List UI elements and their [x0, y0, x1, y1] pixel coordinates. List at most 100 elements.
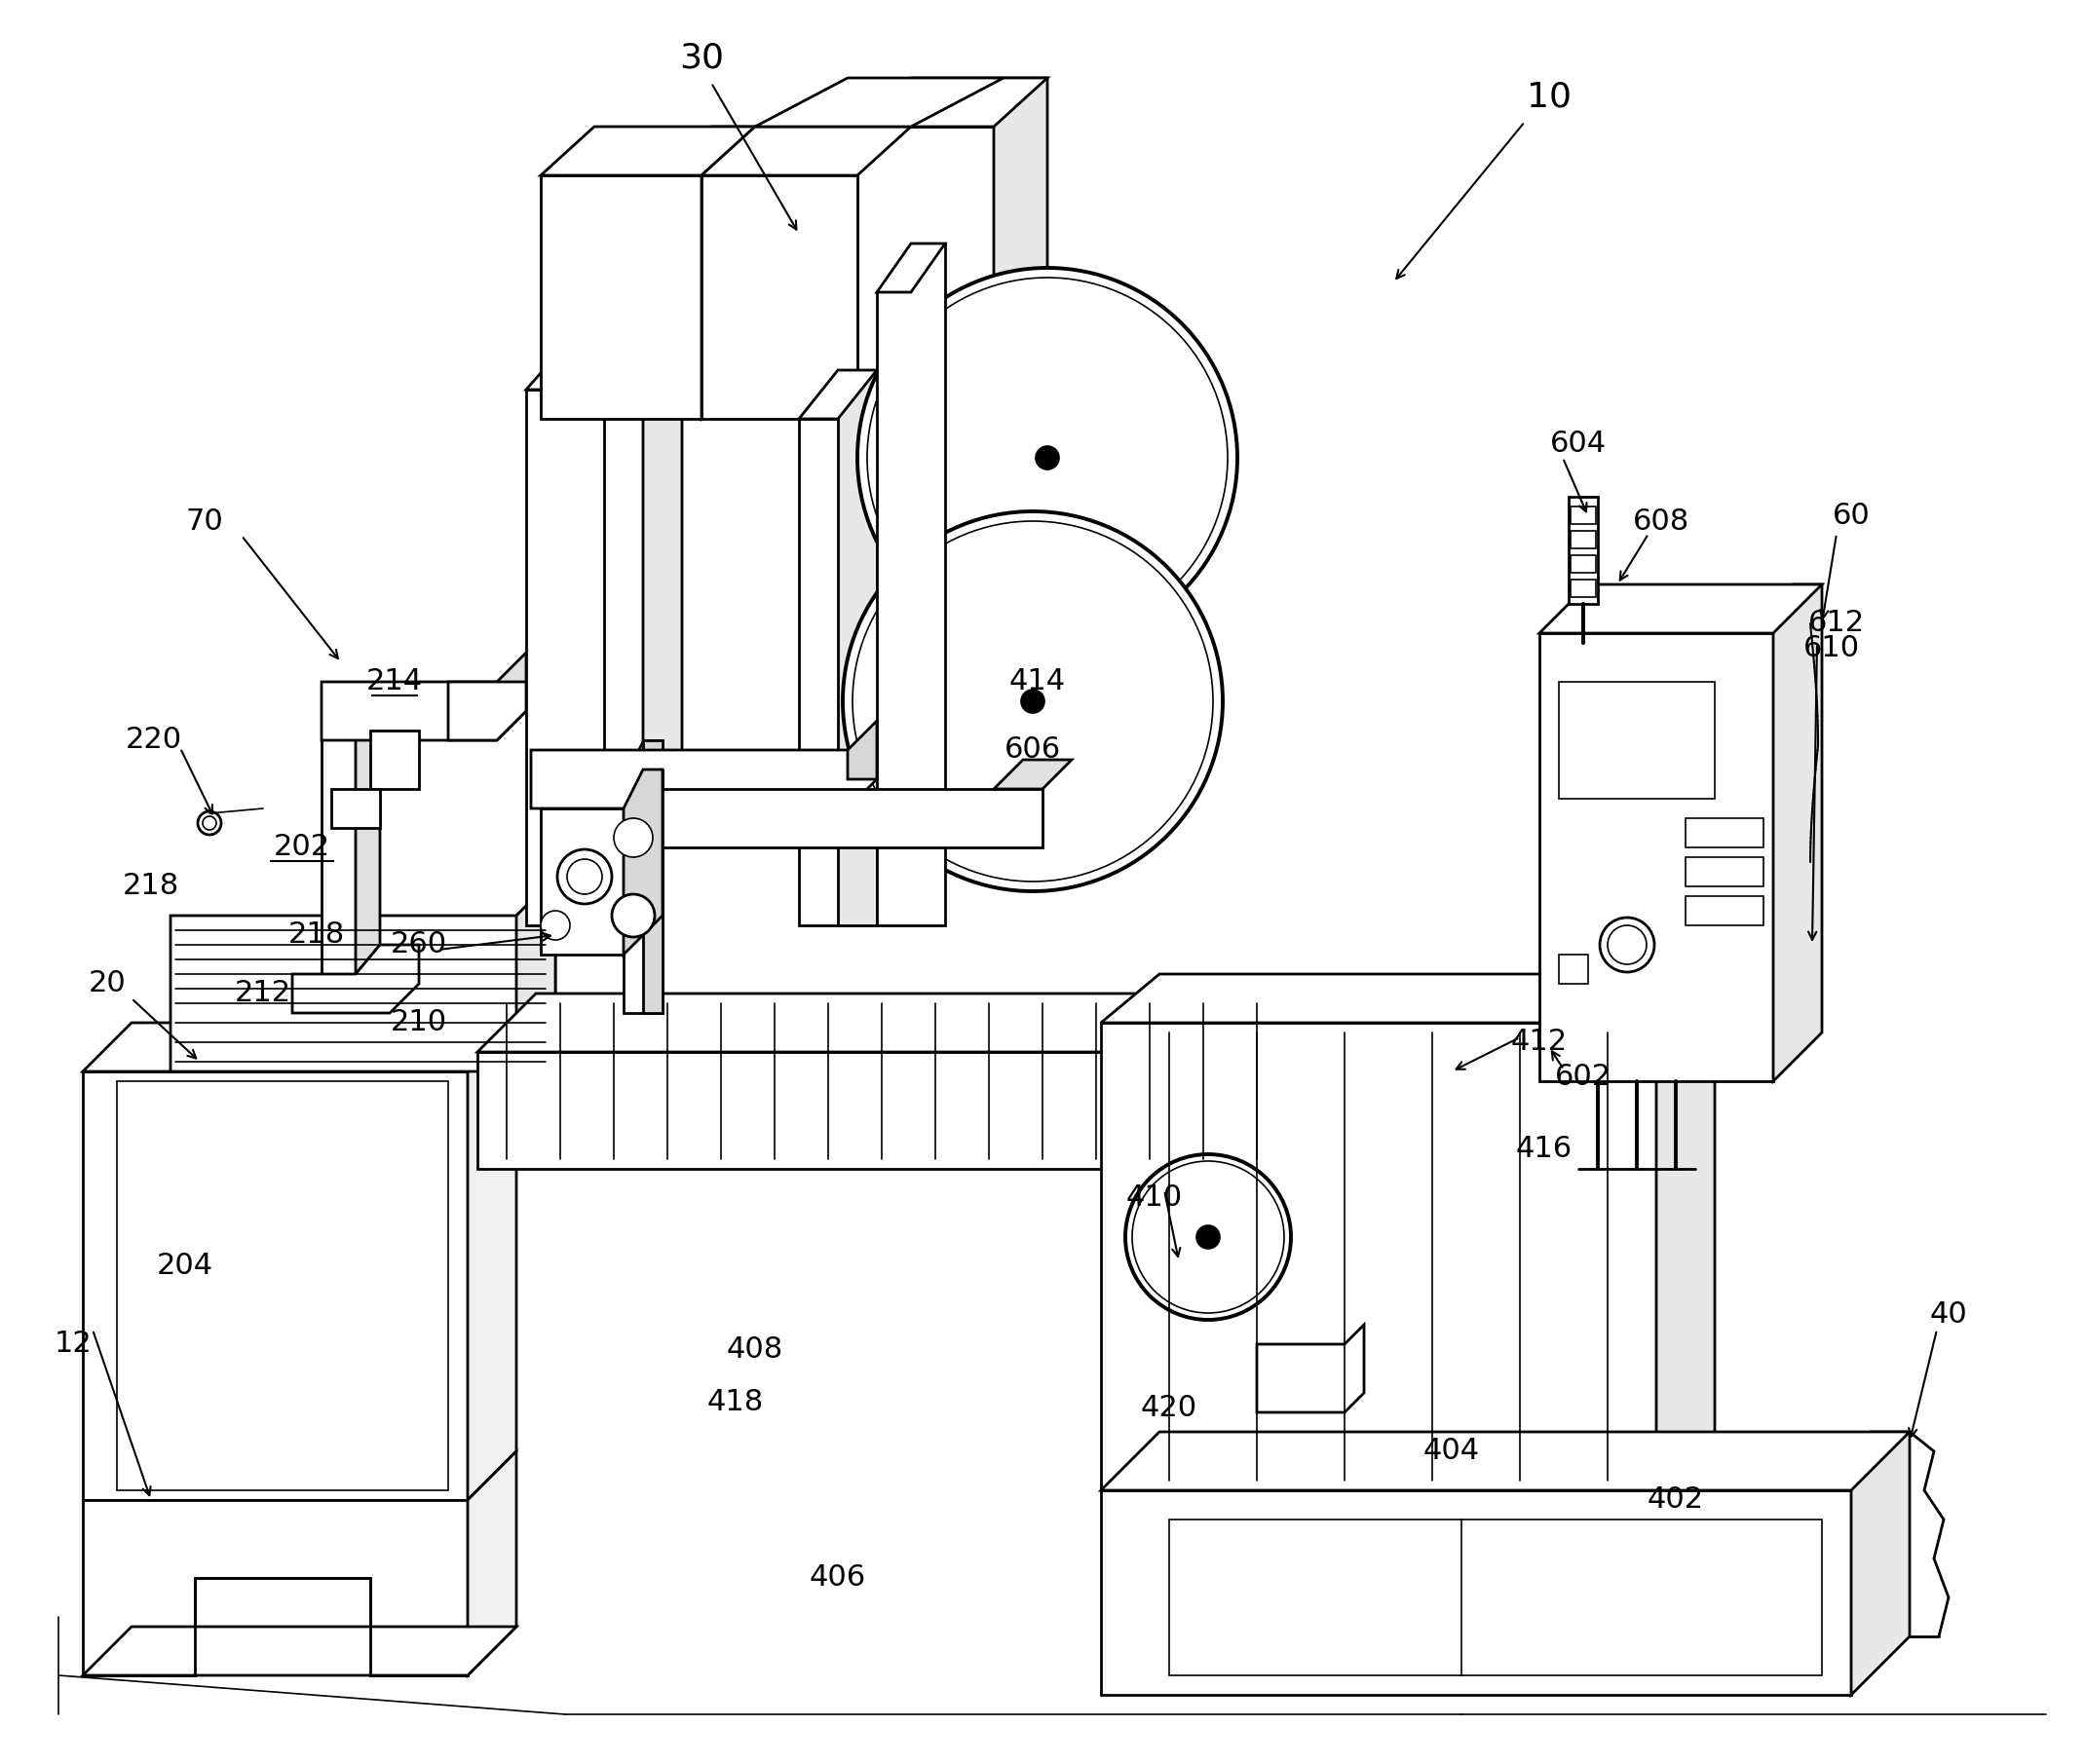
Text: 420: 420 — [1140, 1394, 1197, 1422]
Text: 410: 410 — [1126, 1184, 1182, 1212]
Circle shape — [202, 817, 217, 829]
Polygon shape — [838, 370, 878, 926]
Text: 608: 608 — [1633, 506, 1689, 534]
Text: 60: 60 — [1833, 503, 1870, 531]
Polygon shape — [1560, 683, 1714, 799]
Circle shape — [842, 512, 1222, 891]
Circle shape — [1036, 446, 1059, 469]
Circle shape — [1608, 926, 1647, 965]
Text: 602: 602 — [1555, 1062, 1612, 1090]
Polygon shape — [83, 1071, 467, 1499]
Polygon shape — [878, 243, 945, 293]
Polygon shape — [467, 1452, 517, 1676]
Polygon shape — [477, 1051, 1286, 1170]
Polygon shape — [321, 711, 357, 974]
Polygon shape — [1570, 531, 1595, 549]
Polygon shape — [1101, 974, 1714, 1023]
Polygon shape — [532, 750, 878, 808]
Polygon shape — [1570, 580, 1595, 596]
Polygon shape — [1568, 497, 1597, 603]
Circle shape — [198, 811, 221, 834]
Polygon shape — [995, 78, 1047, 418]
Polygon shape — [878, 243, 945, 926]
Polygon shape — [83, 1499, 467, 1676]
Polygon shape — [1101, 1491, 1851, 1695]
Text: 414: 414 — [1009, 669, 1065, 697]
Polygon shape — [357, 683, 379, 974]
Text: 404: 404 — [1424, 1438, 1480, 1466]
Polygon shape — [517, 877, 555, 1071]
Polygon shape — [517, 877, 555, 954]
Circle shape — [1599, 917, 1653, 972]
Polygon shape — [701, 175, 857, 418]
Polygon shape — [1570, 506, 1595, 524]
Polygon shape — [701, 127, 755, 418]
Circle shape — [1197, 1226, 1220, 1249]
Text: 30: 30 — [680, 42, 723, 76]
Polygon shape — [1560, 954, 1589, 984]
Polygon shape — [1101, 1432, 1910, 1491]
Polygon shape — [663, 769, 1042, 847]
Polygon shape — [525, 351, 642, 390]
Polygon shape — [1685, 896, 1764, 926]
Polygon shape — [540, 175, 701, 418]
Text: 20: 20 — [88, 970, 125, 998]
Polygon shape — [496, 653, 525, 711]
Polygon shape — [642, 741, 663, 1013]
Polygon shape — [1101, 1023, 1655, 1491]
Text: 218: 218 — [288, 921, 344, 949]
Polygon shape — [525, 390, 642, 926]
Text: 70: 70 — [186, 506, 223, 534]
Polygon shape — [1685, 857, 1764, 886]
Polygon shape — [1257, 1325, 1364, 1413]
Text: 218: 218 — [123, 871, 179, 900]
Polygon shape — [467, 1023, 517, 1499]
Circle shape — [1022, 690, 1045, 713]
Text: 402: 402 — [1647, 1485, 1703, 1514]
Text: 10: 10 — [1526, 81, 1572, 115]
Polygon shape — [1170, 1519, 1822, 1676]
Polygon shape — [448, 683, 525, 741]
Polygon shape — [857, 127, 995, 418]
Circle shape — [567, 859, 603, 894]
Polygon shape — [1685, 818, 1764, 847]
Polygon shape — [605, 351, 682, 780]
Text: 260: 260 — [390, 931, 448, 960]
Text: 610: 610 — [1804, 633, 1860, 662]
Polygon shape — [995, 760, 1072, 789]
Polygon shape — [540, 127, 755, 175]
Polygon shape — [321, 683, 525, 741]
Polygon shape — [332, 789, 379, 827]
Polygon shape — [371, 730, 419, 789]
Circle shape — [611, 894, 655, 937]
Polygon shape — [83, 1023, 517, 1071]
Polygon shape — [1655, 974, 1714, 1491]
Polygon shape — [1539, 633, 1772, 1081]
Circle shape — [867, 277, 1228, 639]
Text: 12: 12 — [54, 1330, 92, 1358]
Polygon shape — [799, 370, 878, 926]
Polygon shape — [799, 370, 878, 418]
Text: 40: 40 — [1931, 1300, 1968, 1328]
Text: 406: 406 — [809, 1565, 865, 1593]
Text: 606: 606 — [1005, 736, 1061, 764]
Polygon shape — [540, 808, 623, 954]
Circle shape — [557, 850, 611, 903]
Polygon shape — [1570, 556, 1595, 573]
Polygon shape — [857, 78, 1047, 127]
Polygon shape — [1851, 1432, 1910, 1695]
Text: 214: 214 — [367, 669, 423, 697]
Polygon shape — [1286, 993, 1345, 1170]
Text: 412: 412 — [1512, 1028, 1568, 1057]
Polygon shape — [83, 1626, 517, 1676]
Circle shape — [1132, 1161, 1284, 1312]
Polygon shape — [292, 946, 419, 1013]
Text: 210: 210 — [390, 1009, 448, 1037]
Polygon shape — [755, 78, 1003, 127]
Circle shape — [540, 910, 569, 940]
Text: 202: 202 — [273, 833, 329, 861]
Circle shape — [853, 520, 1213, 882]
Text: 204: 204 — [156, 1252, 213, 1281]
Text: 408: 408 — [728, 1335, 784, 1364]
Polygon shape — [171, 916, 555, 1071]
